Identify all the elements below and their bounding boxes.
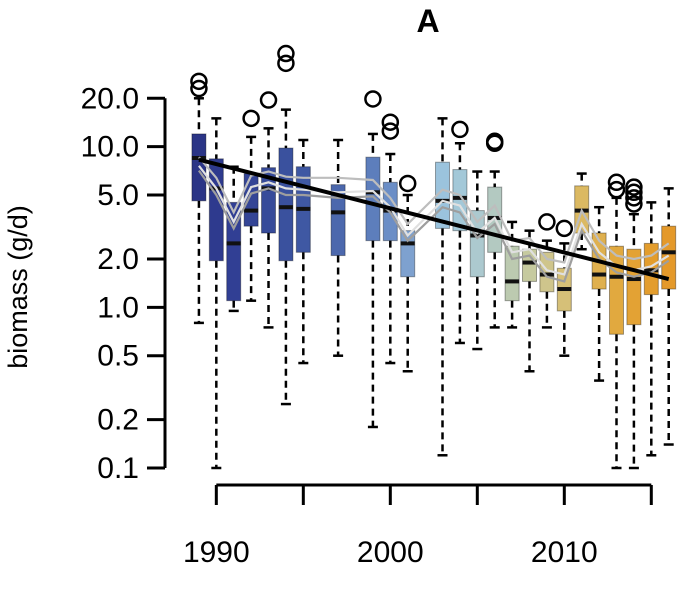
outlier-point [625,189,643,207]
y-axis-title: biomass (g/d) [3,205,33,369]
outlier-point [277,44,295,63]
y-axis: 20.0 10.0 5.0 2.0 1.0 0.5 0.2 0.1 [81,82,167,485]
outlier-point [190,72,208,91]
box-iqr [609,245,625,335]
outlier-point [607,180,626,199]
outlier-point [277,54,295,73]
box-2009 [538,213,556,329]
band-line [198,169,670,283]
outlier-point [398,174,417,193]
y-tick-label: 10.0 [81,131,139,164]
box-2007 [504,220,520,329]
y-tick-label: 5.0 [97,179,139,212]
box-iqr [452,169,468,232]
band-line [198,156,670,264]
outlier-point [381,122,400,140]
outlier-point [625,195,643,213]
box-1989 [190,72,208,325]
box-2003 [435,117,451,457]
box-iqr [278,147,294,262]
box-1991 [226,165,242,313]
box-iqr [330,184,346,257]
box-iqr [365,156,381,242]
box-iqr [208,158,224,262]
outlier-point [381,113,400,131]
box-2016 [661,187,677,446]
box-1993 [259,91,278,329]
box-1994 [277,44,295,406]
outlier-point [190,79,208,98]
outlier-point [485,132,504,151]
box-iqr [661,225,677,290]
outlier-point [607,173,626,192]
y-tick-label: 0.5 [97,340,139,373]
outlier-point [538,213,556,231]
box-1995 [295,138,311,365]
chart-title: A [416,3,439,39]
box-iqr [400,230,416,278]
trend-line [198,157,670,281]
box-iqr [243,173,259,227]
box-iqr [226,201,242,302]
outlier-point [364,90,382,108]
y-tick-label: 20.0 [81,82,139,115]
y-tick-label: 1.0 [97,291,139,324]
outlier-point [625,178,643,196]
band-lines [198,156,670,283]
box-2000 [381,113,400,365]
outlier-point [555,219,574,238]
box-2010 [555,219,574,357]
box-series [190,44,677,470]
box-1999 [364,90,382,429]
outlier-point [242,109,260,128]
band-line [198,165,670,276]
box-2004 [451,120,469,345]
box-2001 [398,174,417,373]
box-iqr [504,245,520,302]
box-2014 [625,178,643,470]
x-axis: 1990 2000 2010 [183,483,653,569]
box-2005 [469,170,485,351]
box-iqr [626,248,642,326]
y-tick-label: 0.1 [97,452,139,485]
box-2013 [607,173,626,470]
y-tick-label: 2.0 [97,243,139,276]
box-1997 [330,138,346,357]
x-tick-label: 1990 [183,536,250,569]
outlier-point [625,183,643,202]
box-2008 [522,229,538,373]
outlier-point [259,91,278,109]
trend-layer [198,157,670,281]
y-tick-label: 0.2 [97,404,139,437]
box-2015 [643,201,659,457]
x-tick-label: 2000 [357,536,424,569]
x-tick-label: 2010 [531,536,598,569]
outlier-point [451,120,469,139]
